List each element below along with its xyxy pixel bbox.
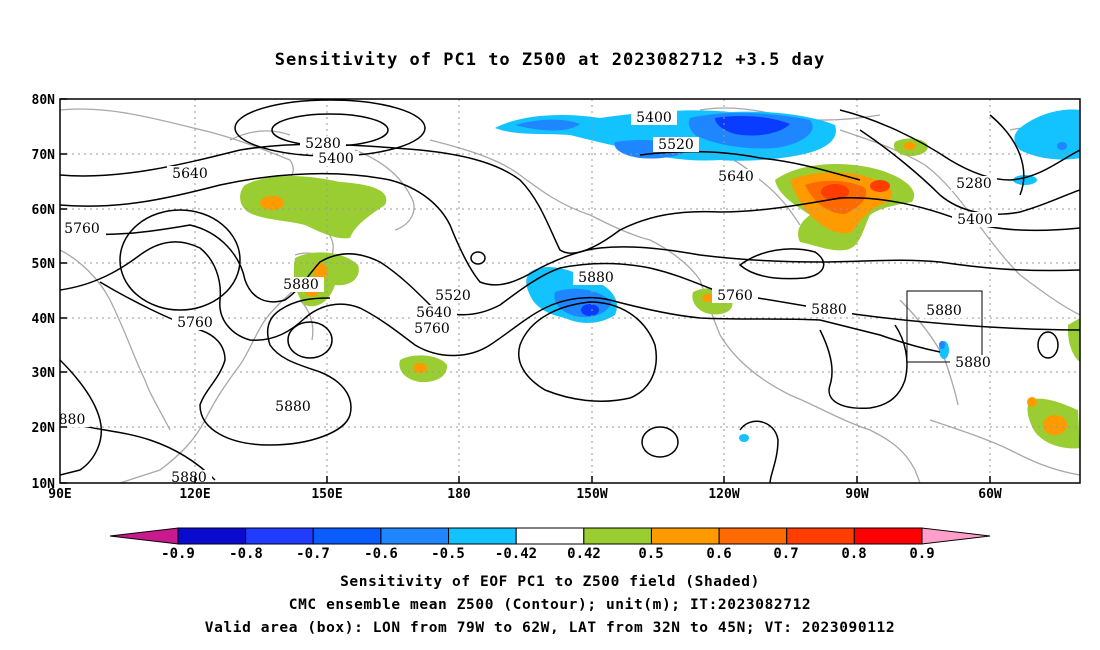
colorbar-tick-label: 0.7 — [773, 546, 798, 562]
contour-label: 5280 — [956, 176, 992, 192]
contour-label: 5400 — [636, 110, 672, 126]
contour-label: 5640 — [172, 166, 208, 182]
colorbar-tick-label: -0.6 — [364, 546, 398, 562]
lon-label: 90E — [48, 487, 71, 502]
contour-label: 5880 — [171, 470, 207, 486]
lat-label: 50N — [32, 257, 56, 272]
axis-ticks — [60, 98, 991, 484]
colorbar-swatch — [650, 527, 720, 545]
contour-label: 5400 — [318, 151, 354, 167]
colorbar-swatch — [380, 527, 450, 545]
caption-valid-area: Valid area (box): LON from 79W to 62W, L… — [204, 620, 896, 636]
colorbar-tick-label: 0.42 — [567, 546, 601, 562]
lat-label: 30N — [32, 366, 56, 381]
contour-label: 5880 — [578, 270, 614, 286]
colorbar-tick-label: -0.9 — [161, 546, 195, 562]
lat-label: 60N — [32, 203, 56, 218]
lat-label: 20N — [32, 421, 56, 436]
colorbar-swatch — [786, 527, 855, 545]
longitude-labels: 90E 120E 150E 180 150W 120W 90W 60W — [48, 487, 1002, 502]
contour-label: 5760 — [64, 221, 100, 237]
contour-label: 5880 — [275, 399, 311, 415]
contour-label: 5760 — [177, 315, 213, 331]
lat-label: 40N — [32, 312, 56, 327]
contour-label: 5880 — [955, 355, 991, 371]
colorbar-tick-label: -0.5 — [431, 546, 465, 562]
contour-label: 5880 — [926, 303, 962, 319]
colorbar-right-triangle — [921, 527, 991, 545]
lon-label: 150W — [576, 487, 607, 502]
valid-area-box — [906, 290, 983, 363]
contour-label: 5520 — [435, 288, 471, 304]
lat-label: 10N — [32, 477, 56, 492]
contour-label: 5400 — [957, 212, 993, 228]
contour-label: 5640 — [718, 169, 754, 185]
contour-label: 5280 — [305, 136, 341, 152]
colorbar-swatch — [583, 527, 652, 545]
colorbar-tick-label: 0.8 — [841, 546, 866, 562]
sensitivity-shading-negative — [495, 109, 1080, 442]
contour-labels: 5280 5400 5640 5760 5880 5520 5400 5520 … — [59, 110, 998, 486]
contour-label: 5520 — [658, 137, 694, 153]
colorbar-tick-label: 0.9 — [909, 546, 934, 562]
page-title: Sensitivity of PC1 to Z500 at 2023082712… — [274, 50, 826, 70]
colorbar-tick-label: -0.8 — [229, 546, 263, 562]
map-border — [59, 98, 1081, 484]
latitude-labels: 80N 70N 60N 50N 40N 30N 20N 10N — [32, 93, 56, 492]
lon-label: 90W — [845, 487, 869, 502]
contour-label: 5880 — [283, 277, 319, 293]
colorbar-swatch — [245, 527, 314, 545]
coastlines — [60, 107, 1080, 483]
caption-contour: CMC ensemble mean Z500 (Contour); unit(m… — [288, 597, 812, 613]
colorbar-swatch — [312, 527, 382, 545]
colorbar-swatch — [515, 527, 585, 545]
lat-label: 80N — [32, 93, 56, 108]
lon-label: 180 — [447, 487, 471, 502]
colorbar-tick-label: -0.42 — [495, 546, 537, 562]
lat-label: 70N — [32, 148, 56, 163]
lon-label: 60W — [978, 487, 1002, 502]
colorbar-swatch — [853, 527, 923, 545]
contour-label: 5760 — [717, 288, 753, 304]
contour-label: 5760 — [414, 321, 450, 337]
lon-label: 150E — [311, 487, 342, 502]
caption-shaded: Sensitivity of EOF PC1 to Z500 field (Sh… — [340, 574, 760, 590]
colorbar-tick-label: -0.7 — [296, 546, 330, 562]
colorbar-tick-label: 0.6 — [706, 546, 731, 562]
colorbar-tick-label: 0.5 — [638, 546, 663, 562]
lon-label: 120E — [179, 487, 210, 502]
contour-label: 5880 — [811, 302, 847, 318]
colorbar-swatch — [448, 527, 517, 545]
colorbar-swatch — [177, 527, 247, 545]
contour-label: 5640 — [416, 305, 452, 321]
contour-label: 880 — [59, 412, 86, 428]
colorbar-swatch — [718, 527, 788, 545]
lon-label: 120W — [708, 487, 739, 502]
colorbar: -0.9 -0.8 -0.7 -0.6 -0.5 -0.42 0.42 0.5 … — [109, 527, 991, 562]
colorbar-left-triangle — [109, 527, 179, 545]
